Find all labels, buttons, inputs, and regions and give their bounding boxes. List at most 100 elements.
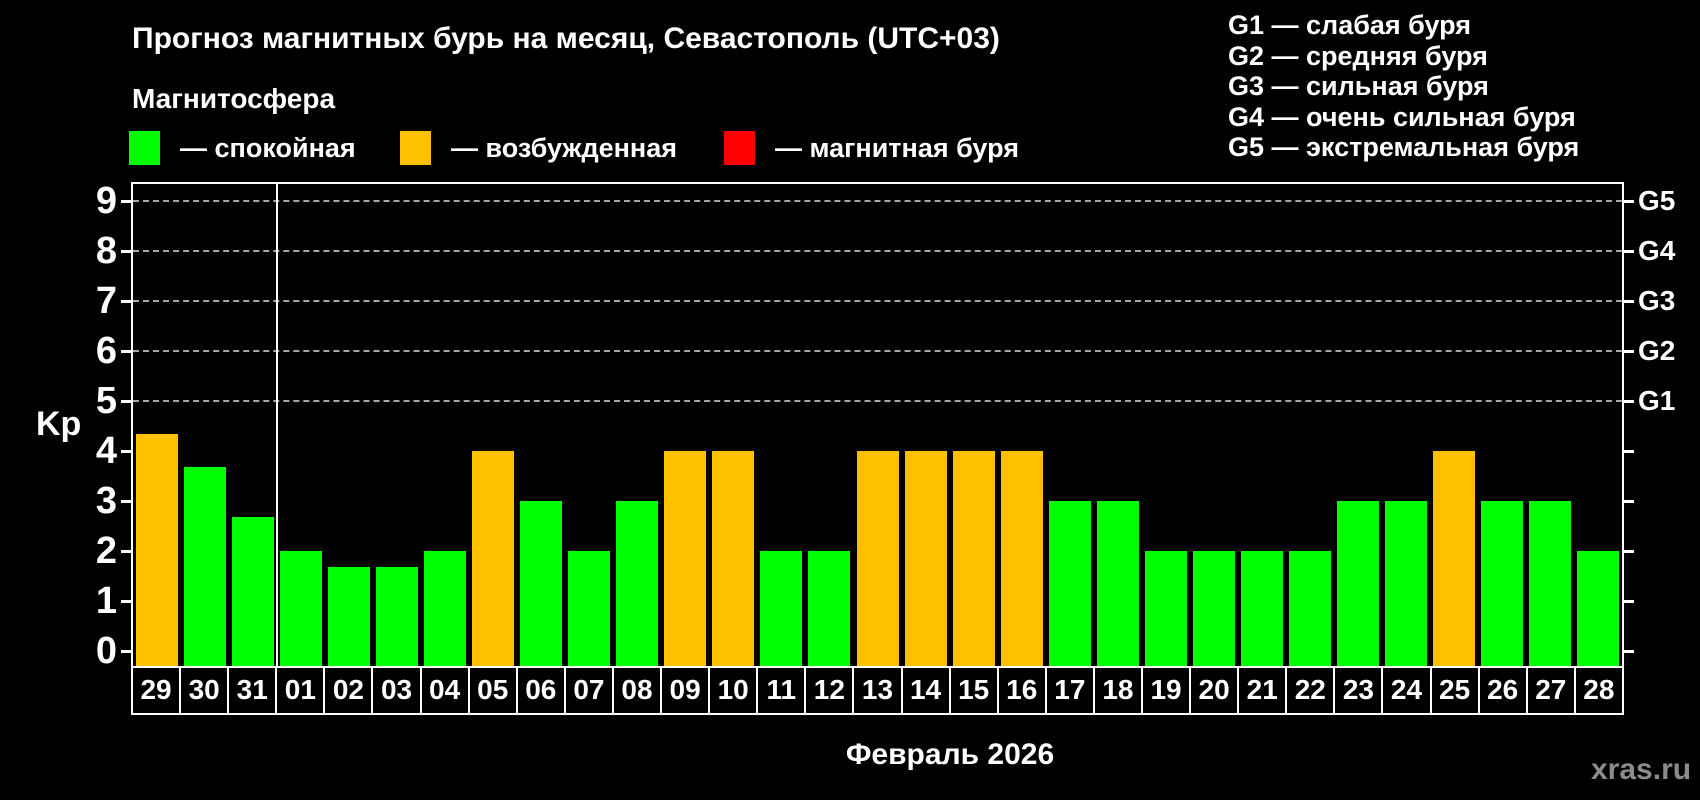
day-label-13: 13 bbox=[854, 668, 903, 713]
right-tick-2 bbox=[1624, 549, 1634, 553]
kp-bar-day-13 bbox=[857, 451, 899, 666]
day-label-21: 21 bbox=[1239, 668, 1288, 713]
kp-bar-day-23 bbox=[1337, 501, 1379, 666]
kp-bar-day-17 bbox=[1049, 501, 1091, 666]
day-label-01: 01 bbox=[277, 668, 326, 713]
excited-color-swatch bbox=[400, 131, 431, 165]
chart-frame bbox=[131, 182, 1624, 668]
day-label-29: 29 bbox=[133, 668, 182, 713]
g4-legend-line: G4 — очень сильная буря bbox=[1228, 101, 1576, 132]
right-tick-5 bbox=[1624, 399, 1634, 403]
y-tick-label-8: 8 bbox=[95, 230, 117, 272]
day-label-25: 25 bbox=[1432, 668, 1480, 713]
kp-bar-day-11 bbox=[760, 551, 802, 666]
magnetosphere-subtitle: Магнитосфера bbox=[132, 83, 336, 114]
gridline-kp-8 bbox=[133, 250, 1622, 252]
kp-bar-day-20 bbox=[1193, 551, 1235, 666]
day-label-28: 28 bbox=[1583, 674, 1615, 705]
day-label-04: 04 bbox=[422, 668, 470, 713]
left-tick-5 bbox=[121, 399, 131, 403]
day-label-12: 12 bbox=[806, 668, 855, 713]
day-label-18: 18 bbox=[1095, 668, 1143, 713]
gridline-kp-9 bbox=[133, 200, 1622, 202]
day-label-26: 26 bbox=[1480, 668, 1528, 713]
kp-bar-day-07 bbox=[568, 551, 610, 666]
day-label-08: 08 bbox=[614, 668, 663, 713]
y-axis-label-kp: Kp bbox=[36, 405, 82, 443]
day-label-27: 27 bbox=[1528, 668, 1576, 713]
kp-bar-day-30 bbox=[184, 467, 226, 666]
kp-bar-day-22 bbox=[1289, 551, 1331, 666]
legend-label-quiet: — спокойная bbox=[180, 132, 356, 163]
g3-legend-line: G3 — сильная буря bbox=[1228, 71, 1489, 102]
g-scale-label-g2: G2 bbox=[1638, 335, 1676, 366]
day-label-31: 31 bbox=[229, 668, 278, 713]
day-label-14: 14 bbox=[903, 668, 951, 713]
kp-bar-day-21 bbox=[1241, 551, 1283, 666]
g-scale-label-g3: G3 bbox=[1638, 285, 1676, 316]
day-label-23: 23 bbox=[1335, 668, 1384, 713]
kp-bar-day-12 bbox=[808, 551, 850, 666]
legend-label-storm: — магнитная буря bbox=[775, 132, 1019, 163]
day-label-24: 24 bbox=[1383, 668, 1432, 713]
kp-bar-day-05 bbox=[472, 451, 514, 666]
kp-bar-day-03 bbox=[376, 567, 418, 666]
y-tick-label-7: 7 bbox=[95, 280, 117, 322]
day-label-19: 19 bbox=[1143, 668, 1192, 713]
g1-legend-line: G1 — слабая буря bbox=[1228, 10, 1472, 40]
gridline-kp-7 bbox=[133, 300, 1622, 302]
g-scale-label-g5: G5 bbox=[1638, 185, 1676, 216]
day-label-02: 02 bbox=[325, 668, 374, 713]
g-scale-legend: G1 — слабая буря G2 — средняя буря G3 — … bbox=[1228, 10, 1579, 163]
left-tick-4 bbox=[121, 449, 131, 453]
day-label-17: 17 bbox=[1047, 668, 1095, 713]
kp-bar-day-14 bbox=[905, 451, 947, 666]
kp-bar-day-24 bbox=[1385, 501, 1427, 666]
right-tick-4 bbox=[1624, 449, 1634, 453]
y-tick-label-1: 1 bbox=[95, 580, 117, 622]
kp-bar-day-10 bbox=[712, 451, 754, 666]
right-tick-3 bbox=[1624, 499, 1634, 503]
day-label-16: 16 bbox=[999, 668, 1047, 713]
kp-bar-day-02 bbox=[328, 567, 370, 666]
kp-bar-day-29 bbox=[136, 434, 178, 666]
day-label-07: 07 bbox=[566, 668, 614, 713]
kp-bar-day-16 bbox=[1001, 451, 1043, 666]
right-tick-9 bbox=[1624, 199, 1634, 203]
left-tick-6 bbox=[121, 349, 131, 353]
kp-bar-day-18 bbox=[1097, 501, 1139, 666]
right-tick-8 bbox=[1624, 249, 1634, 253]
day-label-30: 30 bbox=[181, 668, 230, 713]
left-tick-0 bbox=[121, 649, 131, 653]
month-separator-line bbox=[276, 184, 278, 666]
kp-bar-day-28 bbox=[1577, 551, 1619, 666]
kp-bar-day-15 bbox=[953, 451, 995, 666]
day-label-10: 10 bbox=[710, 668, 759, 713]
day-label-20: 20 bbox=[1191, 668, 1240, 713]
quiet-color-swatch bbox=[129, 131, 160, 165]
day-label-11: 11 bbox=[758, 668, 807, 713]
y-tick-label-3: 3 bbox=[95, 480, 117, 522]
plot-area bbox=[133, 184, 1622, 666]
kp-bar-day-25 bbox=[1433, 451, 1475, 666]
y-tick-label-9: 9 bbox=[95, 180, 117, 222]
y-tick-label-0: 0 bbox=[95, 630, 117, 672]
y-tick-label-2: 2 bbox=[95, 530, 117, 572]
day-label-22: 22 bbox=[1287, 668, 1336, 713]
left-tick-8 bbox=[121, 249, 131, 253]
left-tick-2 bbox=[121, 549, 131, 553]
y-tick-label-6: 6 bbox=[95, 330, 117, 372]
legend-item-quiet: — спокойная bbox=[129, 130, 356, 166]
storm-color-swatch bbox=[724, 131, 755, 165]
gridline-kp-6 bbox=[133, 350, 1622, 352]
kp-bar-day-19 bbox=[1145, 551, 1187, 666]
day-label-06: 06 bbox=[518, 668, 566, 713]
g-scale-label-g4: G4 bbox=[1638, 235, 1676, 266]
g5-legend-line: G5 — экстремальная буря bbox=[1228, 132, 1580, 163]
right-tick-1 bbox=[1624, 599, 1634, 603]
kp-bar-day-26 bbox=[1481, 501, 1523, 666]
left-tick-7 bbox=[121, 299, 131, 303]
legend-item-storm: — магнитная буря bbox=[724, 130, 1019, 166]
left-tick-9 bbox=[121, 199, 131, 203]
